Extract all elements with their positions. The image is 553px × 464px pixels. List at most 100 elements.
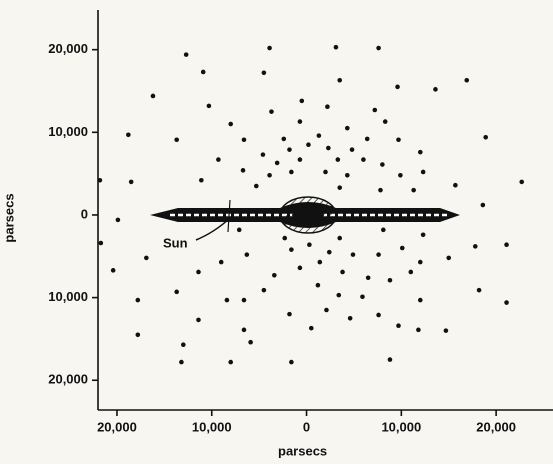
cluster-point (174, 137, 179, 143)
cluster-point (110, 268, 116, 273)
cluster-point (443, 328, 449, 333)
cluster-point (483, 134, 488, 140)
cluster-point (316, 133, 322, 138)
cluster-point (297, 119, 303, 124)
cluster-point (218, 259, 224, 265)
cluster-point (361, 157, 366, 162)
cluster-point (345, 125, 350, 131)
cluster-point (504, 242, 509, 248)
cluster-point (244, 252, 250, 257)
cluster-point (395, 84, 400, 90)
cluster-point (317, 259, 323, 265)
cluster-point (315, 282, 321, 288)
cluster-point (267, 45, 272, 51)
cluster-point (480, 202, 486, 208)
cluster-point (336, 292, 342, 298)
cluster-point (135, 332, 141, 338)
cluster-point (382, 119, 388, 124)
cluster-point (241, 327, 247, 333)
cluster-point (199, 177, 204, 183)
y-tick-label: 10,000 (48, 124, 88, 139)
y-tick-label: 20,000 (48, 372, 88, 387)
cluster-point (196, 269, 201, 275)
cluster-point (196, 317, 201, 323)
cluster-point (365, 275, 371, 281)
y-tick-label: 0 (81, 206, 88, 221)
cluster-point (128, 179, 134, 185)
cluster-point (476, 287, 482, 293)
cluster-point (174, 289, 179, 295)
cluster-point (519, 179, 525, 185)
cluster-point (135, 297, 141, 303)
cluster-point (299, 98, 305, 104)
cluster-point (254, 183, 259, 189)
cluster-point (297, 157, 303, 162)
cluster-point (289, 359, 294, 365)
cluster-point (376, 252, 381, 257)
x-tick-label: 20,000 (97, 419, 137, 434)
x-axis-label: parsecs (278, 443, 327, 458)
cluster-point (241, 297, 247, 303)
cluster-point (287, 147, 292, 152)
cluster-point (228, 359, 234, 365)
cluster-point (335, 157, 341, 162)
cluster-point (378, 187, 383, 193)
cluster-point (240, 168, 246, 173)
cluster-point (183, 52, 189, 57)
cluster-point (282, 235, 288, 241)
cluster-point (307, 242, 312, 248)
x-tick-label: 20,000 (476, 419, 516, 434)
cluster-point (269, 109, 274, 114)
cluster-point (308, 325, 314, 331)
cluster-point (260, 152, 266, 157)
cluster-point (326, 249, 332, 255)
cluster-point (417, 259, 423, 265)
cluster-point (416, 327, 421, 333)
cluster-point (380, 162, 385, 167)
y-axis-label: parsecs (1, 193, 16, 242)
cluster-point (181, 342, 186, 348)
cluster-point (333, 44, 339, 50)
cluster-point (364, 136, 370, 142)
cluster-point (381, 227, 386, 233)
cluster-point (396, 323, 401, 329)
cluster-point (325, 104, 330, 109)
cluster-point (200, 69, 206, 75)
cluster-point (345, 172, 350, 178)
cluster-point (349, 147, 355, 152)
cluster-point (326, 145, 331, 151)
cluster-point (417, 297, 423, 303)
cluster-point (216, 157, 221, 162)
cluster-point (411, 187, 416, 193)
cluster-point (206, 103, 212, 109)
cluster-point (144, 255, 149, 261)
sun-label: Sun (163, 235, 188, 250)
cluster-point (289, 247, 294, 252)
cluster-point (420, 232, 426, 238)
cluster-point (387, 357, 393, 362)
cluster-point (399, 245, 405, 251)
cluster-point (115, 217, 121, 223)
cluster-point (323, 169, 328, 175)
y-tick-label: 10,000 (48, 289, 88, 304)
y-tick-label: 20,000 (48, 41, 88, 56)
cluster-point (281, 136, 287, 142)
galaxy-disk (150, 196, 460, 241)
cluster-point (98, 240, 104, 246)
cluster-point (340, 269, 345, 275)
cluster-point (241, 137, 247, 143)
cluster-point (408, 269, 414, 275)
cluster-point (337, 77, 343, 83)
cluster-point (376, 45, 381, 51)
x-tick-label: 10,000 (192, 419, 232, 434)
cluster-point (267, 172, 272, 178)
cluster-point (248, 339, 253, 345)
cluster-point (324, 307, 329, 313)
cluster-point (417, 149, 423, 155)
cluster-point (236, 227, 242, 233)
cluster-point (387, 277, 393, 283)
cluster-point (97, 177, 103, 183)
cluster-point (337, 235, 343, 241)
cluster-point (224, 297, 230, 303)
